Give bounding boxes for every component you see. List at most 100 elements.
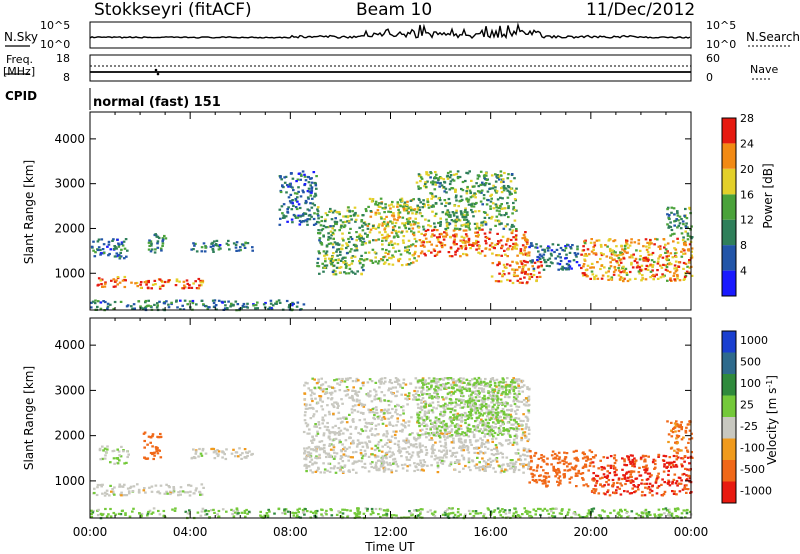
velocity-cell [474,512,478,515]
velocity-cell [460,454,464,457]
velocity-cell [492,435,495,438]
velocity-cell [426,510,430,513]
power-cell [507,272,511,275]
velocity-cell [457,462,461,465]
velocity-cell [591,510,594,513]
nave-label: Nave [750,63,779,76]
velocity-cell [448,512,451,515]
power-cell [617,254,621,257]
power-cell [671,256,675,259]
power-cell [417,185,420,188]
power-cell [374,211,378,214]
power-cell [582,265,585,268]
velocity-cell [501,407,505,411]
velocity-cell [458,459,461,462]
power-cell [396,219,399,222]
velocity-cell [128,515,132,518]
power-cell [426,180,429,183]
velocity-cell [427,416,430,419]
power-cell [466,223,469,226]
velocity-cell [439,456,442,459]
power-cell [509,187,513,190]
velocity-cell [366,394,370,397]
power-cell [107,240,111,243]
velocity-cell [504,468,507,471]
velocity-cell [339,467,342,470]
velocity-cell [216,449,219,452]
velocity-cell [453,452,456,455]
velocity-cell [199,493,202,496]
power-cell [463,210,467,214]
velocity-cell [373,434,377,437]
velocity-cell [412,394,415,397]
velocity-cell [319,387,322,390]
velocity-cell [499,442,503,445]
velocity-cell [420,465,424,468]
nsky-label: N.Sky [4,30,39,44]
velocity-cell [504,401,508,404]
velocity-cell [670,512,674,515]
power-cell [344,266,348,269]
power-cell [521,244,525,247]
power-cell [463,223,467,226]
velocity-cell [340,456,344,459]
power-cell [498,210,501,213]
power-cell [302,303,306,306]
velocity-cell [488,385,492,388]
power-cell [414,217,417,220]
power-cell [474,196,477,199]
power-cell [609,265,613,268]
velocity-cell [317,466,320,469]
power-cell [597,239,601,242]
power-cell [268,307,272,310]
power-cell [90,301,93,304]
velocity-cell [682,509,686,512]
noise-tick-high: 10^5 [40,19,70,32]
velocity-cell [153,451,156,454]
power-cell [389,241,393,244]
power-cell [611,252,615,255]
power-cell [489,205,492,208]
power-cell [387,263,391,266]
velocity-cell [506,393,509,396]
velocity-cell [120,445,123,448]
velocity-cell [510,467,514,470]
velocity-cell [354,389,357,393]
power-cell [100,283,103,286]
freq-point [156,72,160,76]
velocity-cell [406,398,409,401]
velocity-cell [381,422,385,425]
power-cell [424,237,428,240]
power-cell [403,249,407,252]
velocity-cell [480,403,483,406]
velocity-cell [318,456,322,460]
velocity-cell [103,494,107,497]
power-cell [680,232,684,235]
velocity-cell [386,412,390,415]
power-cell [500,203,503,206]
velocity-cell [388,462,392,465]
power-cell [639,255,642,258]
velocity-cell [432,380,436,383]
velocity-cell [431,401,435,404]
velocity-cell [359,411,363,414]
power-cell [515,268,519,271]
power-cell [320,242,323,245]
power-cell [290,172,293,175]
power-cell [183,286,187,289]
power-cell [139,286,143,289]
power-cell [608,247,612,251]
velocity-cell [481,439,484,442]
power-cell [611,258,615,261]
velocity-cell [419,449,423,452]
velocity-cell [397,440,400,443]
power-cell [474,210,477,213]
power-cell [155,306,159,309]
power-cell [528,275,532,279]
power-cell [306,196,310,199]
velocity-cell [144,457,148,460]
velocity-cell [522,449,526,452]
velocity-cell [329,467,333,470]
velocity-cell [372,416,375,420]
power-cell [500,207,504,210]
